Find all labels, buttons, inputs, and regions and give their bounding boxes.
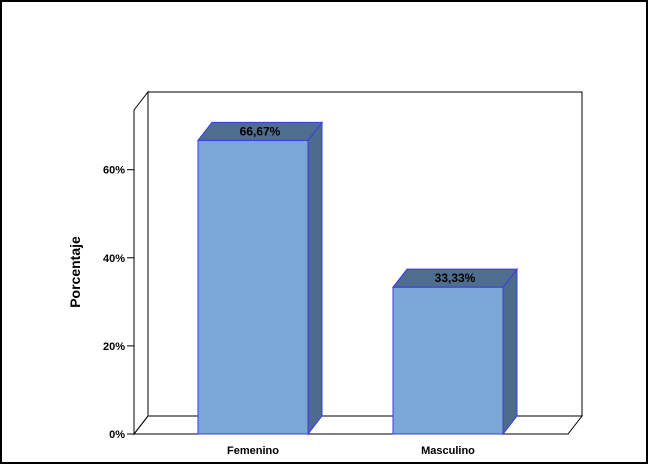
- y-tick-label: 40%: [103, 253, 125, 265]
- x-axis-tick-labels: Femenino Masculino: [227, 445, 475, 457]
- left-wall: [133, 90, 149, 436]
- bars: 66,67% 33,33%: [196, 120, 519, 436]
- bar-top: [196, 121, 324, 141]
- y-tick-label: 20%: [103, 341, 125, 353]
- bar-top: [391, 268, 519, 288]
- y-axis-label: Porcentaje: [67, 236, 83, 308]
- y-axis-ticks: 0% 20% 40% 60%: [103, 165, 134, 441]
- bar-data-label: 66,67%: [240, 124, 281, 138]
- y-tick-label: 60%: [103, 165, 125, 177]
- bar-data-label: 33,33%: [435, 271, 476, 285]
- bar-side: [307, 120, 323, 436]
- y-tick-label: 0%: [109, 429, 125, 441]
- x-tick-label: Femenino: [227, 445, 279, 457]
- bar-front: [197, 139, 309, 435]
- bar-front: [392, 286, 504, 435]
- x-tick-label: Masculino: [421, 445, 475, 457]
- bar-side: [502, 267, 518, 436]
